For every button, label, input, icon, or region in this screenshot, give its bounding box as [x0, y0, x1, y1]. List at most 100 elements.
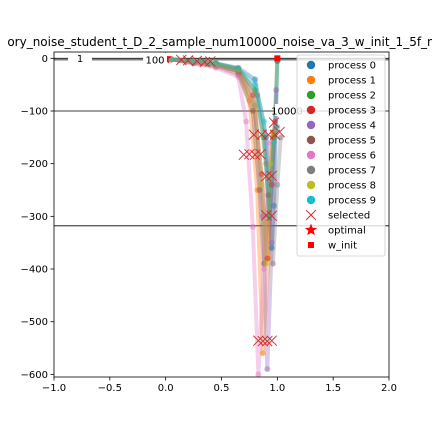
selected-marker: [253, 335, 264, 346]
plot-area: [54, 52, 389, 377]
series-point: [252, 102, 258, 109]
series-point: [235, 71, 242, 78]
series-point: [212, 60, 219, 67]
series-line: [169, 57, 280, 250]
legend-entry: process 6: [306, 150, 376, 162]
chart-title: ory_noise_student_t_D_2_sample_num10000_…: [7, 35, 432, 49]
legend-entry: process 2: [306, 91, 376, 102]
series-point: [256, 187, 263, 194]
legend-label: process 2: [328, 91, 376, 102]
contour-label-bg: [68, 51, 92, 64]
series-point: [254, 92, 261, 99]
legend: process 0 process 1 process 2 process 3 proc…: [296, 54, 386, 257]
legend-marker: [305, 209, 317, 221]
series-point: [270, 202, 277, 209]
series-point: [260, 118, 267, 125]
series-line: [169, 57, 278, 261]
series-point: [268, 244, 275, 251]
selected-marker: [175, 54, 187, 66]
legend-label: process 9: [328, 196, 376, 207]
legend-label: process 3: [328, 106, 376, 117]
series-line: [169, 57, 280, 219]
series-point: [273, 86, 280, 93]
legend-marker: [306, 60, 316, 70]
series-point: [243, 118, 250, 125]
y-tick-label: −300: [21, 212, 48, 223]
selected-marker: [268, 117, 280, 128]
series-point: [269, 260, 276, 267]
series-point: [212, 60, 219, 67]
series-point: [274, 123, 281, 130]
legend-marker: [306, 165, 316, 175]
legend-label: w_init: [328, 241, 357, 252]
legend-label: process 0: [328, 61, 376, 72]
series-point: [212, 62, 219, 69]
legend-marker: [306, 105, 316, 115]
selected-marker: [261, 335, 273, 347]
series-point: [259, 350, 266, 357]
series-point: [268, 239, 275, 246]
contour-label: 100: [145, 55, 164, 66]
y-tick-label: −600: [21, 370, 48, 381]
x-tick-label: 1.5: [325, 383, 341, 394]
legend-label: process 6: [328, 151, 376, 162]
series-point: [235, 66, 242, 73]
legend-entry: w_init: [308, 241, 357, 252]
legend-label: process 5: [328, 136, 376, 147]
legend-marker: [306, 195, 316, 205]
series-point: [264, 255, 271, 262]
series-point: [267, 160, 274, 167]
selected-marker: [274, 126, 285, 138]
series-point: [190, 59, 197, 66]
series-line: [169, 57, 275, 356]
legend-entry: selected: [305, 209, 370, 222]
series-markers: [159, 52, 285, 377]
contour-label-bg: [275, 103, 299, 116]
selected-stroke: [274, 126, 285, 138]
series-line: [169, 57, 280, 219]
legend-entry: process 4: [306, 120, 376, 132]
series-point: [265, 192, 272, 199]
legend-marker: [306, 135, 316, 145]
selected-stroke: [175, 54, 187, 66]
contour-label: 10000: [271, 106, 303, 117]
series-point: [235, 66, 242, 73]
series-point: [235, 73, 242, 80]
y-tick-label: 0: [42, 54, 48, 65]
series-point: [268, 181, 275, 188]
legend-label: process 1: [328, 76, 376, 87]
series-point: [212, 62, 219, 69]
legend-marker: [306, 75, 316, 85]
w-init-marker: [274, 55, 281, 62]
series-point: [246, 97, 253, 104]
selected-stroke: [268, 117, 280, 128]
selected-stroke: [248, 129, 260, 141]
x-tick-label: −0.5: [98, 383, 122, 394]
selected-marker: [266, 210, 278, 222]
series-point: [235, 67, 242, 74]
legend-entry: optimal: [304, 223, 366, 237]
y-tick-label: −100: [21, 106, 48, 117]
series-point: [263, 260, 270, 267]
series-line: [169, 57, 279, 372]
series-point: [260, 266, 267, 273]
legend-entry: process 3: [306, 105, 376, 117]
y-tick-label: −200: [21, 159, 48, 170]
series-point: [263, 160, 270, 167]
selected-marker: [257, 335, 269, 347]
legend-label: selected: [328, 211, 370, 222]
legend-entry: process 1: [306, 75, 376, 87]
series-point: [264, 366, 271, 373]
series-line: [169, 57, 283, 266]
legend-entry: process 8: [306, 181, 376, 192]
contour-labels: 1 100 10000: [68, 51, 303, 117]
series-point: [235, 65, 242, 72]
selected-marker: [248, 129, 260, 141]
legend-marker: [306, 150, 316, 160]
series-point: [258, 171, 265, 178]
selected-stroke: [266, 210, 278, 222]
series-point: [249, 223, 256, 230]
legend-box: [296, 54, 386, 257]
series-point: [270, 139, 277, 146]
legend-marker: [306, 120, 316, 130]
